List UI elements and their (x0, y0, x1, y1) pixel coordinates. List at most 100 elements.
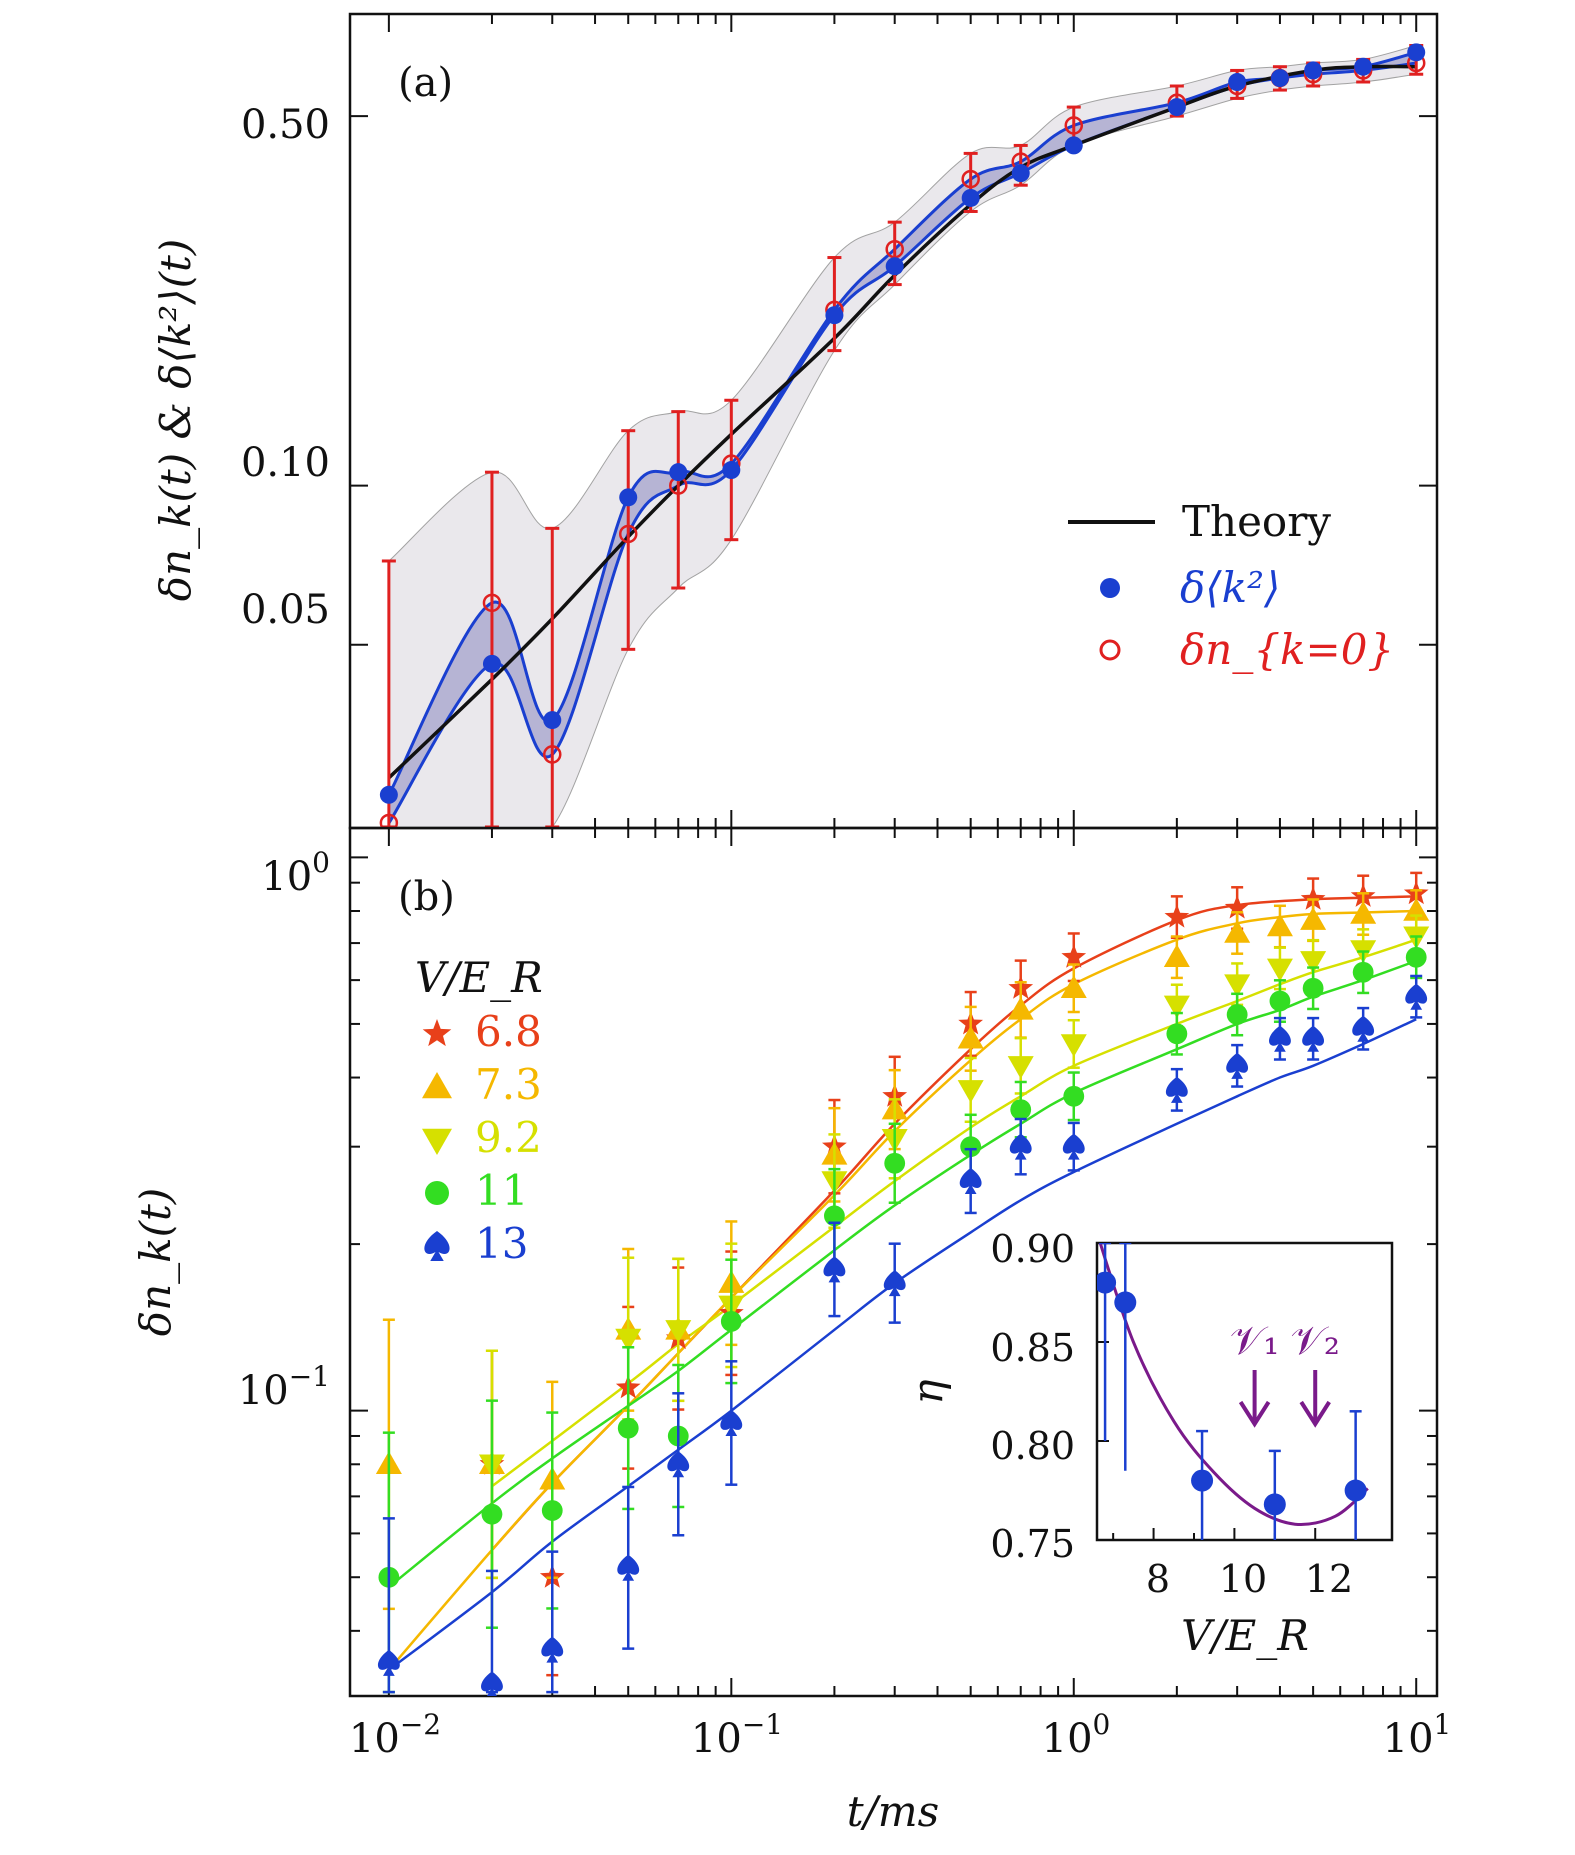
point-7.3 (1266, 913, 1293, 937)
panel-a-y-axis-label-text: δn_k(t) & δ⟨k²⟩(t) (151, 239, 200, 602)
nk0-point (379, 813, 399, 828)
point-11 (481, 1503, 503, 1525)
nk0-point (885, 239, 904, 259)
nk0-point (1064, 116, 1084, 135)
panel-b-ticks (350, 828, 1437, 1696)
point-9.2 (1163, 995, 1190, 1019)
panel-a: (a) 0.50 0.10 0.05 δn_k(t) & δ⟨k²⟩(t) Th… (151, 12, 1439, 830)
point-11 (884, 1152, 906, 1174)
legend-label-13: 13 (475, 1219, 528, 1268)
point-9.2 (615, 1328, 642, 1352)
legend-theory-label: Theory (1182, 497, 1331, 546)
point-13 (667, 1451, 690, 1478)
inset-xtick-8: 8 (1146, 1557, 1170, 1601)
panel-b-data (375, 871, 1430, 1696)
point-13 (481, 1671, 503, 1696)
legend-marker-9.2 (422, 1128, 452, 1155)
panel-b-ytick-1e0-base: 10 (261, 854, 312, 900)
point-11 (617, 1417, 639, 1439)
nk0-point (543, 745, 562, 764)
point-11 (720, 1310, 742, 1332)
panel-b: (b) 100 10−1 δn_k(t) V/E_R 6.87.39.21113… (131, 826, 1439, 1698)
point-11 (1352, 961, 1374, 983)
panel-a-legend: Theory δ⟨k²⟩ δn_{k=0} (1068, 497, 1394, 674)
point-9.2 (665, 1320, 692, 1343)
inset-xtick-12: 12 (1305, 1557, 1353, 1601)
inset-point (1191, 1469, 1214, 1492)
inset-annotation-v1: 𝒱₁ (1230, 1318, 1279, 1364)
nk0-point (482, 593, 502, 613)
x-axis-label: t/ms (847, 1787, 939, 1836)
inset-point (1114, 1291, 1137, 1314)
point-13 (617, 1554, 640, 1581)
point-7.3 (1403, 897, 1430, 921)
point-9.2 (1266, 958, 1293, 982)
k2-point (1270, 69, 1289, 88)
xtick-1e1-exp: 1 (1434, 1708, 1452, 1741)
inset-arrow-head (1299, 1400, 1331, 1428)
point-11 (1302, 977, 1324, 999)
point-13 (1405, 983, 1428, 1010)
panel-a-ytick-0-10: 0.10 (241, 440, 330, 486)
xtick-1e-2: 10−2 (349, 1708, 441, 1762)
panel-b-ytick-1e-1-exp: −1 (289, 1360, 330, 1393)
legend-nk0-label: δn_{k=0} (1180, 625, 1394, 674)
xtick-1e-2-base: 10 (349, 1716, 400, 1762)
k2-point (669, 463, 688, 482)
point-11 (1010, 1099, 1032, 1121)
panel-b-ytick-1e-1-base: 10 (238, 1368, 289, 1414)
point-7.3 (1163, 944, 1190, 967)
inset-y-label: η (903, 1379, 952, 1404)
point-11 (1166, 1023, 1188, 1045)
point-13 (883, 1270, 906, 1297)
point-13 (720, 1409, 743, 1436)
legend-nk0-marker (1099, 639, 1121, 661)
point-9.2 (1300, 951, 1327, 974)
point-11 (541, 1500, 563, 1521)
point-6.8 (1224, 895, 1250, 919)
legend-label-9.2: 9.2 (475, 1113, 542, 1162)
panel-a-ytick-0-50: 0.50 (241, 102, 330, 148)
panel-a-ytick-0-05: 0.05 (241, 587, 330, 633)
legend-k2-marker (1100, 578, 1120, 598)
point-9.2 (1007, 1056, 1034, 1079)
inset-x-label: V/E_R (1181, 1611, 1309, 1660)
panel-b-frame (348, 826, 1439, 1698)
k2-point (1064, 136, 1083, 155)
point-13 (1269, 1025, 1291, 1052)
panel-a-label: (a) (398, 60, 453, 106)
point-13 (1062, 1133, 1085, 1160)
point-11 (1226, 1004, 1248, 1025)
xtick-1e0-exp: 0 (1093, 1708, 1111, 1741)
point-13 (823, 1256, 846, 1283)
x-axis-labels: 10−2 10−1 100 101 t/ms (349, 1708, 1451, 1836)
k2-point (543, 711, 562, 730)
legend-marker-6.8 (422, 1019, 452, 1047)
fit-line-13 (388, 1018, 1417, 1671)
inset-frame (1095, 1241, 1394, 1542)
point-13 (1165, 1076, 1188, 1103)
legend-label-11: 11 (475, 1166, 528, 1215)
xtick-1e-2-exp: −2 (400, 1708, 441, 1741)
point-11 (960, 1136, 982, 1158)
inset-content (1097, 1243, 1369, 1540)
k2-point (885, 257, 904, 276)
k2-point (1304, 61, 1323, 80)
k2-point (1228, 73, 1247, 92)
xtick-1e-1-base: 10 (691, 1716, 742, 1762)
inset: 0.90 0.85 0.80 0.75 8 10 12 V/E_R η 𝒱₁ 𝒱… (903, 1227, 1394, 1660)
inset-ytick-0-90: 0.90 (990, 1227, 1075, 1271)
legend-marker-13 (424, 1231, 450, 1261)
point-13 (541, 1636, 564, 1663)
point-11 (1269, 990, 1291, 1012)
k2-point (379, 785, 398, 804)
inset-y-label-text: η (903, 1379, 952, 1404)
point-11 (1405, 946, 1427, 968)
point-13 (959, 1168, 982, 1195)
k2-point (961, 188, 980, 207)
inset-ytick-0-75: 0.75 (990, 1522, 1075, 1566)
